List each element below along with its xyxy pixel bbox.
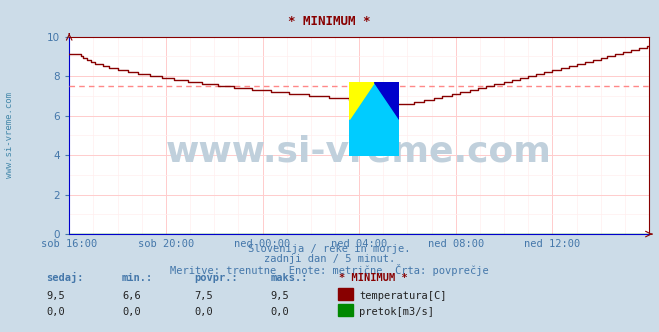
Text: sedaj:: sedaj:	[46, 272, 84, 283]
Polygon shape	[374, 82, 399, 119]
Text: 7,5: 7,5	[194, 291, 213, 301]
Text: 6,6: 6,6	[122, 291, 140, 301]
Text: povpr.:: povpr.:	[194, 273, 238, 283]
Text: Slovenija / reke in morje.: Slovenija / reke in morje.	[248, 244, 411, 254]
Text: zadnji dan / 5 minut.: zadnji dan / 5 minut.	[264, 254, 395, 264]
Text: temperatura[C]: temperatura[C]	[359, 291, 447, 301]
Text: maks.:: maks.:	[270, 273, 308, 283]
Text: pretok[m3/s]: pretok[m3/s]	[359, 307, 434, 317]
Text: www.si-vreme.com: www.si-vreme.com	[166, 134, 552, 168]
Polygon shape	[349, 82, 374, 119]
Polygon shape	[349, 82, 399, 156]
Text: www.si-vreme.com: www.si-vreme.com	[5, 92, 14, 178]
Text: 0,0: 0,0	[194, 307, 213, 317]
Text: 0,0: 0,0	[270, 307, 289, 317]
Text: * MINIMUM *: * MINIMUM *	[339, 273, 408, 283]
Text: Meritve: trenutne  Enote: metrične  Črta: povprečje: Meritve: trenutne Enote: metrične Črta: …	[170, 264, 489, 276]
Text: 0,0: 0,0	[122, 307, 140, 317]
Text: 9,5: 9,5	[46, 291, 65, 301]
Text: * MINIMUM *: * MINIMUM *	[288, 15, 371, 28]
Text: 0,0: 0,0	[46, 307, 65, 317]
Text: 9,5: 9,5	[270, 291, 289, 301]
Text: min.:: min.:	[122, 273, 153, 283]
